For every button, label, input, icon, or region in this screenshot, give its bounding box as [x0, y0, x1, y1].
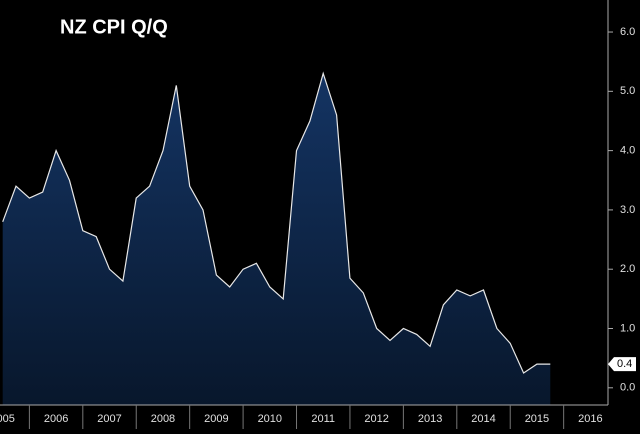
y-tick-label: 6.0: [620, 26, 635, 38]
last-value-label: 0.4: [617, 358, 632, 370]
x-tick-label: 2006: [44, 413, 68, 425]
y-tick-label: 3.0: [620, 204, 635, 216]
x-tick-label: 2007: [97, 413, 121, 425]
x-tick-label: 2013: [418, 413, 442, 425]
chart-title: NZ CPI Q/Q: [60, 16, 168, 38]
area-fill: [2, 73, 551, 405]
y-tick-label: 4.0: [620, 145, 635, 157]
x-tick-label: 2009: [204, 413, 228, 425]
x-tick-label: 2015: [525, 413, 549, 425]
y-tick-label: 5.0: [620, 85, 635, 97]
x-tick-label: 2005: [0, 413, 15, 425]
y-tick-label: 0.0: [620, 382, 635, 394]
x-tick-label: 2011: [311, 413, 335, 425]
y-tick-label: 1.0: [620, 322, 635, 334]
x-tick-label: 2014: [471, 413, 495, 425]
line: [2, 71, 551, 374]
x-tick-label: 2016: [578, 413, 602, 425]
y-tick-label: 2.0: [620, 263, 635, 275]
x-tick-label: 2012: [364, 413, 388, 425]
x-tick-label: 2008: [151, 413, 175, 425]
x-tick-label: 2010: [258, 413, 282, 425]
last-value-box: [608, 357, 636, 372]
